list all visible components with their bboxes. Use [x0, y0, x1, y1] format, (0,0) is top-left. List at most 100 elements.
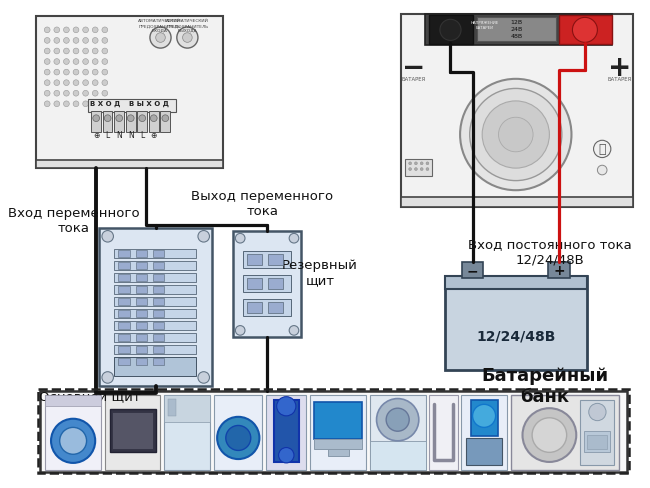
Text: Батарейный
банк: Батарейный банк	[481, 366, 608, 405]
Circle shape	[64, 91, 70, 97]
Bar	[461, 395, 507, 469]
Circle shape	[426, 168, 429, 171]
Bar	[40, 391, 627, 471]
Bar	[112, 412, 153, 448]
Circle shape	[150, 116, 157, 122]
Bar	[118, 310, 130, 318]
Circle shape	[83, 60, 88, 65]
Circle shape	[289, 326, 299, 336]
Circle shape	[473, 405, 495, 427]
Circle shape	[198, 231, 209, 243]
Circle shape	[64, 102, 70, 107]
Bar	[549, 263, 569, 278]
Bar	[118, 322, 130, 330]
Circle shape	[127, 116, 134, 122]
Bar	[466, 438, 502, 465]
Bar	[46, 395, 101, 407]
Text: АВТОМАТИЧЕСКИЙ
ПРЕДОХРАНИТЕЛЬ
ВХОДА: АВТОМАТИЧЕСКИЙ ПРЕДОХРАНИТЕЛЬ ВХОДА	[138, 20, 181, 33]
Bar	[118, 334, 130, 342]
Text: ⊕: ⊕	[93, 131, 99, 140]
Bar	[114, 111, 124, 132]
Circle shape	[440, 20, 461, 41]
Text: БАТАРЕЯ: БАТАРЕЯ	[402, 77, 426, 81]
Text: АВТОМАТИЧЕСКИЙ
ПРЕДОХРАНИТЕЛЬ
ВЫХОДА: АВТОМАТИЧЕСКИЙ ПРЕДОХРАНИТЕЛЬ ВЫХОДА	[166, 20, 209, 33]
Circle shape	[376, 399, 419, 441]
Bar	[136, 250, 147, 258]
Circle shape	[73, 39, 79, 44]
Circle shape	[415, 168, 417, 171]
Bar	[153, 298, 164, 306]
Circle shape	[482, 102, 549, 169]
Bar	[114, 357, 196, 366]
Bar	[430, 395, 458, 469]
Circle shape	[73, 102, 79, 107]
Bar	[161, 111, 170, 132]
Text: +: +	[553, 264, 565, 277]
Bar	[424, 16, 612, 46]
Circle shape	[226, 426, 251, 450]
Text: Резервный
щит: Резервный щит	[282, 259, 358, 287]
Circle shape	[73, 91, 79, 97]
Text: НАПРЯЖЕНИЕ
БАТАРЕИ: НАПРЯЖЕНИЕ БАТАРЕИ	[471, 21, 499, 30]
Bar	[400, 16, 633, 207]
Circle shape	[499, 118, 533, 152]
Text: 12В: 12В	[511, 20, 523, 25]
Bar	[136, 298, 147, 306]
Bar	[136, 274, 147, 282]
Circle shape	[156, 34, 165, 43]
Bar	[153, 346, 164, 354]
Circle shape	[83, 39, 88, 44]
Bar	[149, 111, 159, 132]
Bar	[168, 399, 176, 416]
Bar	[477, 19, 556, 42]
Circle shape	[589, 404, 606, 421]
Bar	[164, 395, 211, 422]
Circle shape	[83, 91, 88, 97]
Circle shape	[597, 166, 607, 176]
Bar	[559, 17, 612, 45]
Bar	[136, 358, 147, 366]
Circle shape	[235, 326, 245, 336]
Text: В Х О Д: В Х О Д	[90, 101, 120, 107]
Circle shape	[162, 116, 168, 122]
Circle shape	[92, 102, 98, 107]
Bar	[118, 286, 130, 294]
Circle shape	[139, 116, 146, 122]
Circle shape	[573, 19, 597, 43]
Bar	[36, 161, 223, 169]
Bar	[587, 435, 607, 448]
Text: −: −	[402, 54, 426, 82]
Circle shape	[92, 60, 98, 65]
Text: Выход переменного
тока: Выход переменного тока	[191, 190, 333, 218]
Circle shape	[44, 102, 50, 107]
Bar	[164, 395, 211, 469]
Circle shape	[44, 91, 50, 97]
Bar	[243, 299, 291, 316]
Circle shape	[523, 408, 577, 462]
Circle shape	[44, 81, 50, 86]
Bar	[114, 273, 196, 283]
Bar	[46, 395, 101, 469]
Bar	[114, 333, 196, 343]
Bar	[445, 276, 587, 289]
Circle shape	[421, 168, 423, 171]
Bar	[153, 310, 164, 318]
Bar	[214, 395, 263, 469]
Bar	[114, 309, 196, 319]
Circle shape	[73, 70, 79, 76]
Bar	[462, 263, 483, 278]
Circle shape	[44, 49, 50, 55]
Bar	[114, 345, 196, 355]
Circle shape	[102, 231, 114, 243]
Bar	[114, 261, 196, 271]
Circle shape	[426, 163, 429, 165]
Circle shape	[92, 81, 98, 86]
Text: 48В: 48В	[511, 34, 523, 39]
Bar	[584, 431, 610, 452]
Circle shape	[83, 28, 88, 34]
Circle shape	[289, 234, 299, 244]
Bar	[153, 358, 164, 366]
Circle shape	[102, 39, 108, 44]
Bar	[118, 298, 130, 306]
Circle shape	[54, 91, 60, 97]
